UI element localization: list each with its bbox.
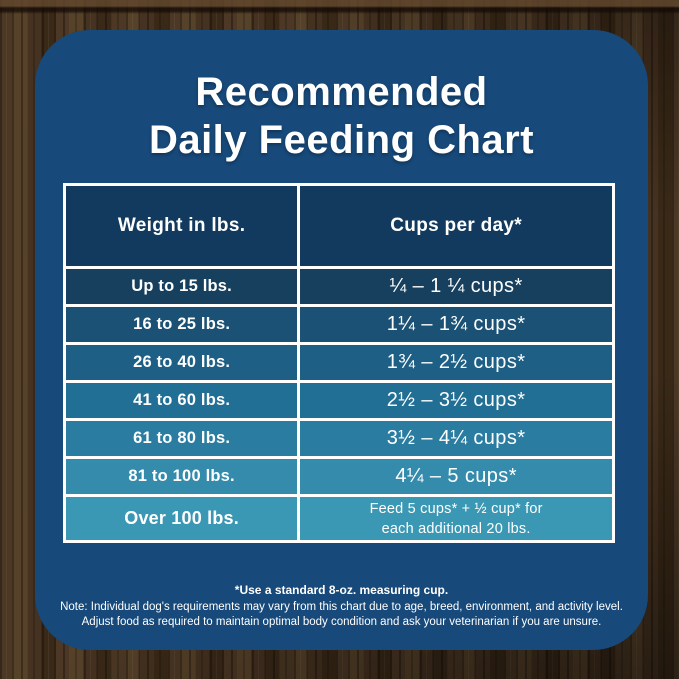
footnote-note-line2: Adjust food as required to maintain opti… xyxy=(81,616,602,628)
weight-cell: 16 to 25 lbs. xyxy=(66,307,301,342)
feeding-table: Weight in lbs. Cups per day* Up to 15 lb… xyxy=(63,183,615,543)
weight-cell: 61 to 80 lbs. xyxy=(66,421,301,456)
cups-label: 1¼ – 1¾ cups* xyxy=(386,313,526,335)
header-weight-cell: Weight in lbs. xyxy=(66,186,301,266)
footnotes: *Use a standard 8-oz. measuring cup. Not… xyxy=(35,583,648,630)
cups-label: ¼ – 1 ¼ cups* xyxy=(389,275,523,297)
cups-label: 4¼ – 5 cups* xyxy=(395,465,517,487)
header-weight-label: Weight in lbs. xyxy=(117,215,246,236)
cups-label: 2½ – 3½ cups* xyxy=(386,389,526,411)
weight-label: 41 to 60 lbs. xyxy=(133,391,231,409)
weight-label: Over 100 lbs. xyxy=(124,508,239,528)
feeding-chart-card: Recommended Daily Feeding Chart Weight i… xyxy=(35,30,648,650)
cups-label: 1¾ – 2½ cups* xyxy=(386,351,526,373)
chart-title-line2: Daily Feeding Chart xyxy=(148,118,535,162)
weight-label: 61 to 80 lbs. xyxy=(133,429,231,447)
table-row: 41 to 60 lbs. 2½ – 3½ cups* xyxy=(66,380,612,418)
cups-cell: 2½ – 3½ cups* xyxy=(300,383,612,418)
cups-label: 3½ – 4¼ cups* xyxy=(386,427,526,449)
weight-label: 81 to 100 lbs. xyxy=(128,467,235,485)
chart-title: Recommended Daily Feeding Chart xyxy=(35,30,648,164)
weight-cell: 26 to 40 lbs. xyxy=(66,345,301,380)
cups-cell: 3½ – 4¼ cups* xyxy=(300,421,612,456)
cups-cell: Feed 5 cups* + ½ cup* for each additiona… xyxy=(300,497,612,540)
weight-label: 16 to 25 lbs. xyxy=(133,315,231,333)
table-row: Over 100 lbs. Feed 5 cups* + ½ cup* for … xyxy=(66,494,612,540)
weight-cell: Up to 15 lbs. xyxy=(66,269,301,304)
footnote-note-line1: Note: Individual dog's requirements may … xyxy=(60,601,623,613)
table-header-row: Weight in lbs. Cups per day* xyxy=(66,186,612,266)
cups-cell: 1¼ – 1¾ cups* xyxy=(300,307,612,342)
weight-label: 26 to 40 lbs. xyxy=(133,353,231,371)
cups-cell: ¼ – 1 ¼ cups* xyxy=(300,269,612,304)
header-cups-label: Cups per day* xyxy=(390,215,522,236)
weight-cell: Over 100 lbs. xyxy=(66,497,301,540)
cups-label-line2: each additional 20 lbs. xyxy=(381,520,531,537)
weight-cell: 41 to 60 lbs. xyxy=(66,383,301,418)
table-row: 81 to 100 lbs. 4¼ – 5 cups* xyxy=(66,456,612,494)
weight-cell: 81 to 100 lbs. xyxy=(66,459,301,494)
table-row: Up to 15 lbs. ¼ – 1 ¼ cups* xyxy=(66,266,612,304)
cups-label-line1: Feed 5 cups* + ½ cup* for xyxy=(369,500,543,517)
table-row: 16 to 25 lbs. 1¼ – 1¾ cups* xyxy=(66,304,612,342)
footnote-measuring-cup: *Use a standard 8-oz. measuring cup. xyxy=(234,583,449,597)
chart-title-line1: Recommended xyxy=(195,70,488,114)
weight-label: Up to 15 lbs. xyxy=(131,277,232,295)
cups-cell: 4¼ – 5 cups* xyxy=(300,459,612,494)
cups-cell: 1¾ – 2½ cups* xyxy=(300,345,612,380)
header-cups-cell: Cups per day* xyxy=(300,186,612,266)
table-row: 26 to 40 lbs. 1¾ – 2½ cups* xyxy=(66,342,612,380)
table-row: 61 to 80 lbs. 3½ – 4¼ cups* xyxy=(66,418,612,456)
